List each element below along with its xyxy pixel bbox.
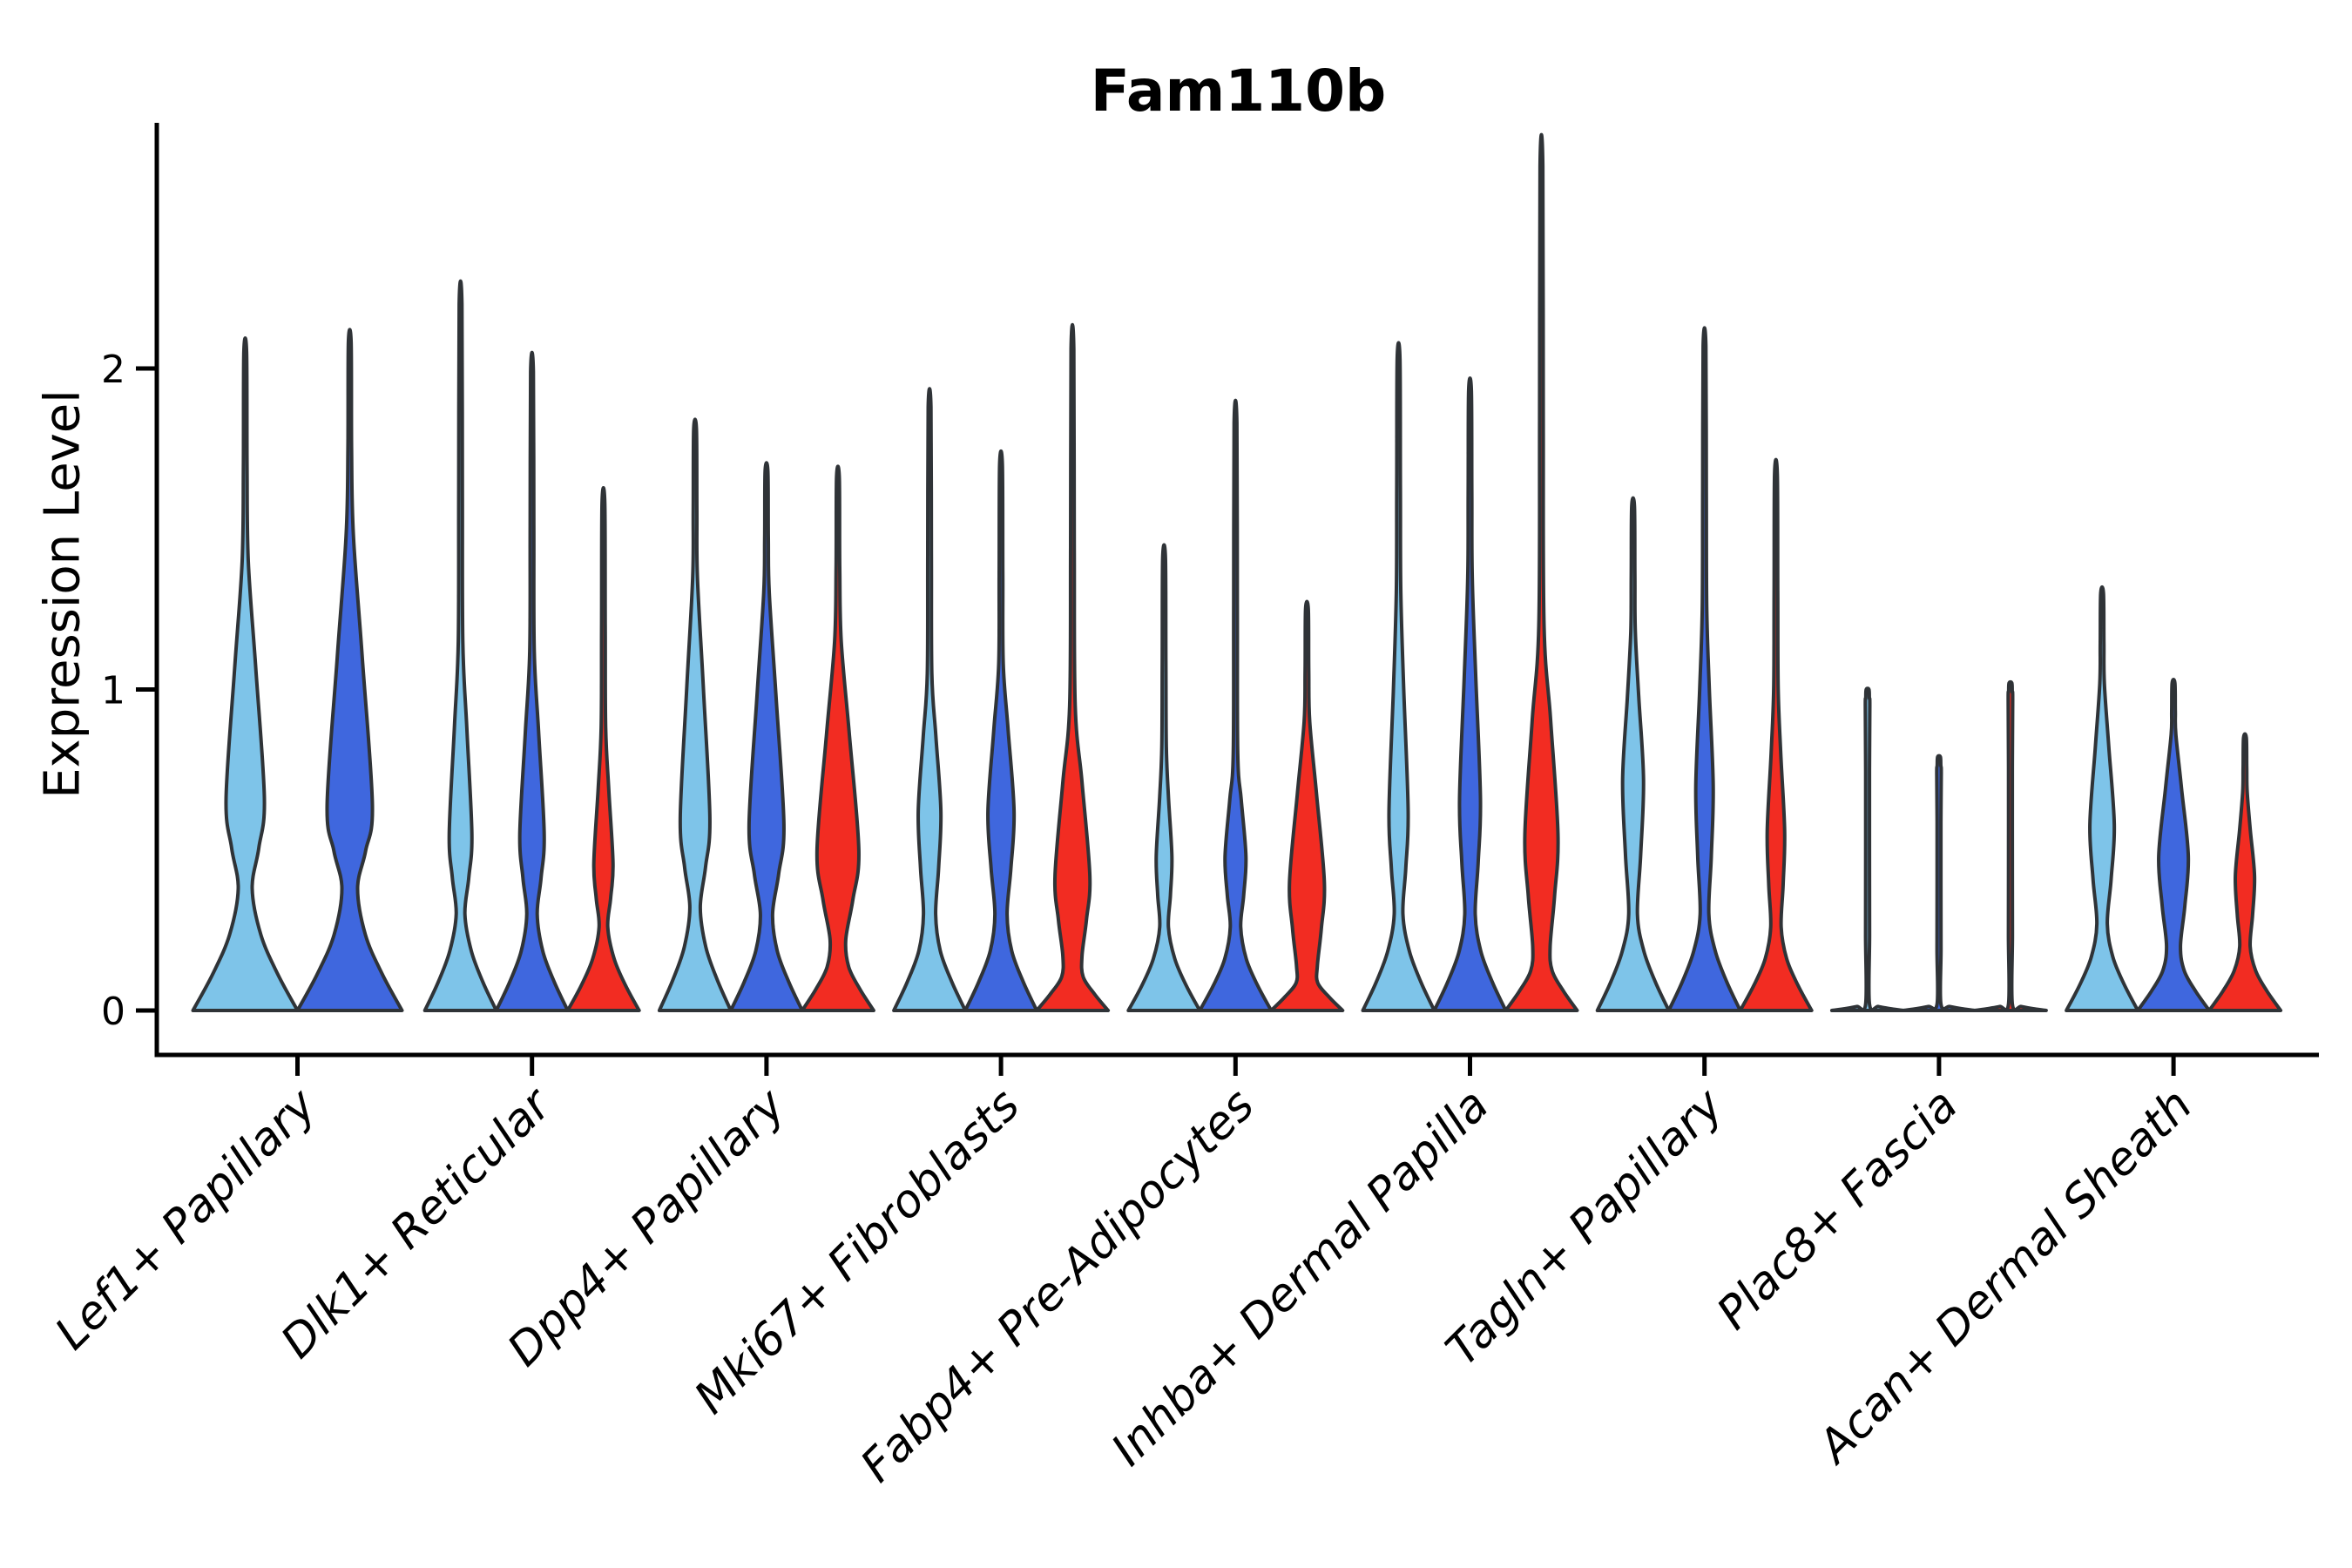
violin-3-light_blue: [892, 387, 968, 1012]
violin-8-red: [2207, 732, 2283, 1012]
x-tick-label-8: Acan+ Dermal Sheath: [1807, 1079, 2202, 1475]
violin-4-red: [1269, 599, 1345, 1012]
violin-5-light_blue: [1361, 341, 1436, 1012]
violin-0-dark_blue: [295, 328, 404, 1012]
x-tick-label-7: Plac8+ Fascia: [1707, 1079, 1968, 1340]
violin-2-dark_blue: [728, 461, 804, 1012]
violin-4-dark_blue: [1198, 398, 1274, 1012]
x-tick-label-5: Inhba+ Dermal Papilla: [1102, 1079, 1499, 1477]
y-tick-label: 2: [101, 348, 125, 392]
violin-8-light_blue: [2065, 585, 2140, 1012]
violin-6-red: [1738, 457, 1814, 1012]
x-tick-label-4: Fabp4+ Pre-Adipocytes: [851, 1079, 1265, 1493]
violin-1-dark_blue: [494, 350, 570, 1012]
violin-3-dark_blue: [963, 449, 1039, 1012]
violin-2-red: [800, 464, 875, 1012]
violin-2-light_blue: [657, 417, 733, 1012]
violin-1-red: [565, 486, 641, 1012]
violin-6-dark_blue: [1666, 326, 1742, 1012]
y-tick-label: 0: [101, 990, 125, 1034]
violin-7-light_blue: [1829, 686, 1905, 1012]
violin-6-light_blue: [1595, 496, 1671, 1012]
y-tick-label: 1: [101, 669, 125, 713]
violin-0-light_blue: [191, 336, 300, 1012]
violin-3-red: [1035, 323, 1111, 1012]
y-axis-label: Expression Level: [34, 389, 91, 799]
violin-8-dark_blue: [2136, 678, 2212, 1012]
violin-5-dark_blue: [1432, 376, 1508, 1012]
chart-title: Fam110b: [1090, 57, 1387, 125]
axes-spines: [154, 123, 2319, 1058]
violin-5-red: [1504, 132, 1579, 1012]
violin-7-dark_blue: [1901, 754, 1977, 1012]
violin-7-red: [1972, 679, 2048, 1012]
violin-1-light_blue: [422, 280, 498, 1012]
violin-4-light_blue: [1126, 543, 1202, 1012]
